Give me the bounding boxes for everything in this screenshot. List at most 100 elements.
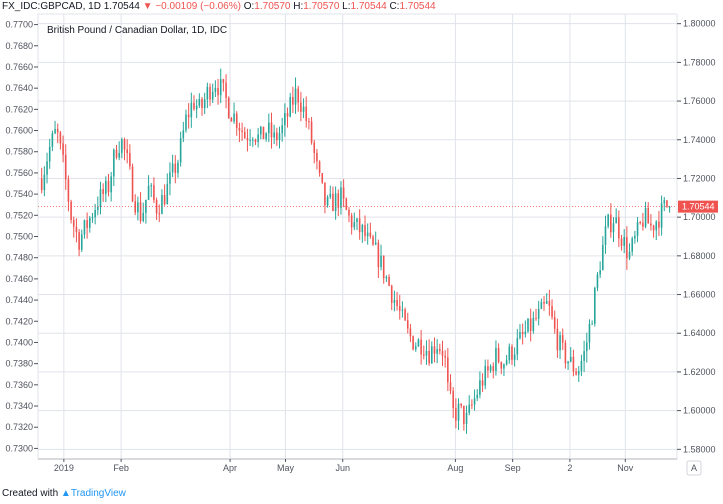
candle-body xyxy=(620,238,623,246)
auto-scale-button[interactable]: A xyxy=(686,460,702,476)
left-tick-label: 0.7600 xyxy=(5,126,33,136)
auto-scale-box[interactable] xyxy=(686,460,702,476)
candle-body xyxy=(497,347,500,363)
candle-body xyxy=(46,161,48,175)
candle-body xyxy=(147,185,150,200)
candle-body xyxy=(406,320,409,329)
candle-body xyxy=(153,185,155,200)
candle-body xyxy=(420,339,422,355)
left-tick-label: 0.7420 xyxy=(5,316,33,326)
right-tick-label: 1.58000 xyxy=(683,444,716,454)
candle-body xyxy=(123,139,126,150)
candle-body xyxy=(607,214,609,227)
candle-body xyxy=(428,350,430,364)
candle-body xyxy=(364,225,366,237)
candle-body xyxy=(422,354,425,356)
candle-body xyxy=(604,226,607,245)
high-value: 1.70570 xyxy=(303,1,340,12)
last-price-marker: 1.70544 xyxy=(38,200,718,213)
auto-scale-label: A xyxy=(691,463,697,473)
left-tick-label: 0.7560 xyxy=(5,168,33,178)
candle-body xyxy=(447,357,449,383)
right-tick-label: 1.80000 xyxy=(683,19,716,29)
candle-body xyxy=(187,114,190,118)
candle-body xyxy=(281,125,283,134)
candle-body xyxy=(305,106,308,122)
candle-body xyxy=(439,349,441,351)
candle-body xyxy=(385,276,388,279)
candle-body xyxy=(358,218,361,233)
candle-body xyxy=(553,317,556,329)
candle-body xyxy=(583,351,585,361)
candle-body xyxy=(652,225,655,231)
candle-body xyxy=(519,332,521,339)
candle-body xyxy=(51,133,54,147)
candle-body xyxy=(366,232,369,237)
candle-body xyxy=(214,87,217,93)
candle-body xyxy=(94,210,96,218)
candle-body xyxy=(72,220,75,227)
tradingview-brand[interactable]: TradingView xyxy=(70,488,126,499)
candle-body xyxy=(332,193,334,212)
candle-body xyxy=(577,371,580,375)
candle-body xyxy=(289,97,291,117)
candle-body xyxy=(78,232,80,250)
right-tick-label: 1.70000 xyxy=(683,212,716,222)
open-label: O: xyxy=(243,1,255,12)
candle-body xyxy=(217,87,219,96)
candle-body xyxy=(356,218,358,223)
time-axis[interactable]: 2019 Feb Apr May Jun Aug Sep 2 Nov xyxy=(38,458,677,473)
candle-body xyxy=(313,142,316,153)
candle-body xyxy=(99,189,102,208)
candle-body xyxy=(54,128,56,134)
candle-body xyxy=(276,132,278,141)
right-tick-label: 1.64000 xyxy=(683,328,716,338)
right-price-axis[interactable]: 1.58000 1.60000 1.62000 1.64000 1.66000 1.680… xyxy=(677,19,716,455)
candle-body xyxy=(107,180,110,193)
candle-body xyxy=(150,185,153,187)
candle-body xyxy=(174,163,177,173)
candle-body xyxy=(495,347,497,372)
candle-body xyxy=(126,149,128,154)
candle-body xyxy=(575,371,577,375)
time-tick-label: Nov xyxy=(617,463,634,473)
candle-body xyxy=(185,114,187,131)
candle-body xyxy=(508,346,511,361)
candle-body xyxy=(203,99,206,109)
candle-body xyxy=(564,342,567,364)
time-tick-label: Aug xyxy=(447,463,463,473)
candle-body xyxy=(615,217,617,224)
right-tick-label: 1.76000 xyxy=(683,96,716,106)
candle-body xyxy=(310,121,313,143)
time-tick-label: Jun xyxy=(335,463,350,473)
candle-body xyxy=(102,189,104,194)
candle-body xyxy=(134,201,137,213)
candle-body xyxy=(599,270,601,275)
candle-body xyxy=(398,306,401,311)
candle-body xyxy=(259,126,262,135)
candle-body xyxy=(572,356,575,372)
candle-body xyxy=(602,244,604,271)
plot-frame xyxy=(37,13,678,460)
open-value: 1.70570 xyxy=(254,1,291,12)
candle-body xyxy=(390,285,393,303)
left-tick-label: 0.7580 xyxy=(5,147,33,157)
candle-body xyxy=(70,201,72,221)
candle-body xyxy=(396,300,398,307)
time-tick-label: May xyxy=(277,463,295,473)
candle-body xyxy=(545,301,548,304)
candle-body xyxy=(86,220,88,228)
left-tick-label: 0.7300 xyxy=(5,443,33,453)
candle-body xyxy=(243,131,246,139)
candle-body xyxy=(463,405,465,424)
candle-body xyxy=(524,331,527,335)
candle-body xyxy=(268,122,270,134)
candle-body xyxy=(481,380,484,386)
candle-body xyxy=(489,366,492,371)
candle-body xyxy=(308,121,310,123)
candle-body xyxy=(535,317,537,319)
candle-body xyxy=(593,287,596,324)
candle-body xyxy=(257,134,259,142)
chart-grid xyxy=(37,13,678,460)
